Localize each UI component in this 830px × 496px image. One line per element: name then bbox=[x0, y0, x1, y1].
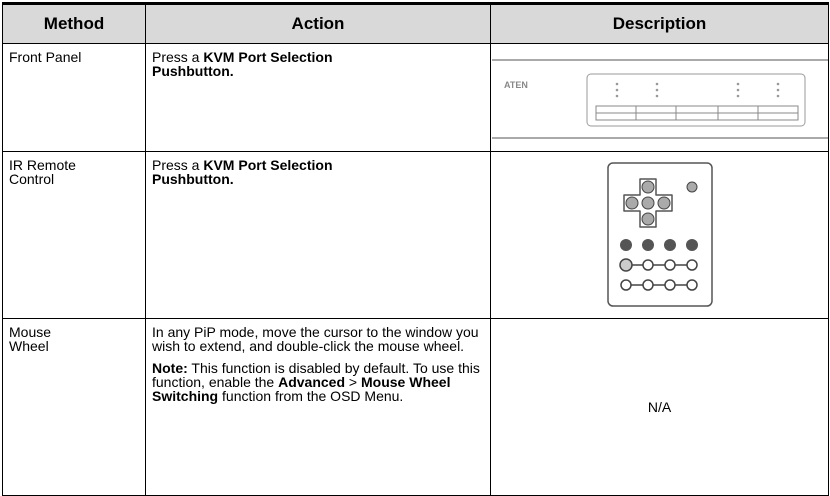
remote-image bbox=[606, 161, 713, 307]
header-row: Method Action Description bbox=[2, 3, 829, 44]
text-run: function from the OSD Menu. bbox=[218, 388, 404, 404]
row: Front Panel Press a KVM Port Selection P… bbox=[2, 43, 829, 152]
description-cell: ATEN bbox=[490, 43, 829, 152]
header-cell: Description bbox=[490, 3, 829, 44]
method: Mouse Wheel bbox=[9, 324, 52, 354]
action: Press a KVM Port Selection Pushbutton. bbox=[152, 50, 412, 78]
text-run: Press a bbox=[152, 49, 204, 65]
row: IR Remote Control Press a KVM Port Selec… bbox=[2, 151, 829, 319]
paragraph: Press a KVM Port Selection Pushbutton. bbox=[152, 50, 412, 78]
action: In any PiP mode, move the cursor to the … bbox=[152, 325, 484, 403]
header-cell: Action bbox=[145, 3, 491, 44]
text-run: KVM Port Selection Pushbutton. bbox=[152, 157, 333, 187]
action-cell: Press a KVM Port Selection Pushbutton. bbox=[145, 151, 491, 319]
method-cell: Mouse Wheel bbox=[2, 318, 146, 496]
method-cell: Front Panel bbox=[2, 43, 146, 152]
text-run: This function is disabled by default. To… bbox=[152, 360, 480, 390]
text-run: > bbox=[345, 374, 361, 390]
action-cell: In any PiP mode, move the cursor to the … bbox=[145, 318, 491, 496]
text-run: Advanced bbox=[278, 374, 346, 390]
action: Press a KVM Port Selection Pushbutton. bbox=[152, 158, 412, 186]
svg-text:ATEN: ATEN bbox=[504, 80, 528, 90]
row: Mouse Wheel In any PiP mode, move the cu… bbox=[2, 318, 829, 496]
text-run: Mouse Wheel Switching bbox=[152, 374, 451, 404]
description: N/A bbox=[647, 399, 672, 415]
method: Front Panel bbox=[9, 49, 82, 65]
paragraph: Press a KVM Port Selection Pushbutton. bbox=[152, 158, 412, 186]
paragraph: In any PiP mode, move the cursor to the … bbox=[152, 325, 484, 353]
description-cell bbox=[490, 151, 829, 319]
header-cell: Method bbox=[2, 3, 146, 44]
action-cell: Press a KVM Port Selection Pushbutton. bbox=[145, 43, 491, 152]
text-run: Press a bbox=[152, 157, 204, 173]
text-run: Note: bbox=[152, 360, 188, 376]
paragraph: Note: This function is disabled by defau… bbox=[152, 361, 484, 403]
text-run: KVM Port Selection Pushbutton. bbox=[152, 49, 333, 79]
method: IR Remote Control bbox=[9, 157, 76, 187]
method-cell: IR Remote Control bbox=[2, 151, 146, 319]
description-cell: N/A bbox=[490, 318, 829, 496]
text-run: In any PiP mode, move the cursor to the … bbox=[152, 324, 479, 354]
front-panel-image: ATEN bbox=[491, 59, 828, 139]
